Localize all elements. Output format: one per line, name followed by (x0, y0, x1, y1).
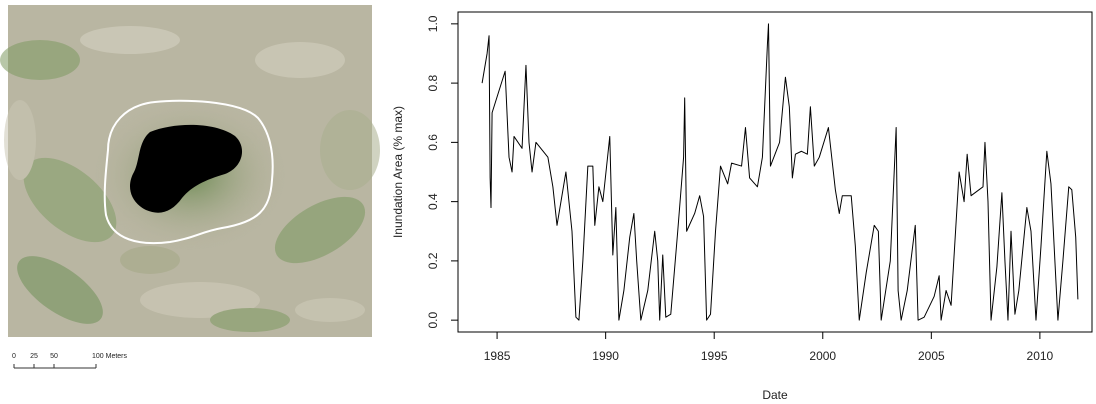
x-tick-label: 1985 (484, 349, 511, 363)
x-tick-label: 2010 (1027, 349, 1054, 363)
y-tick-label: 0.4 (426, 193, 440, 210)
y-tick-label: 1.0 (426, 15, 440, 32)
satellite-image (0, 5, 380, 337)
x-tick-label: 2000 (809, 349, 836, 363)
lake (130, 124, 243, 213)
data-line (481, 23, 1079, 321)
plot-box (457, 11, 1093, 333)
x-tick-label: 1995 (701, 349, 728, 363)
scale-bar: 0 25 50 100 Meters (12, 353, 128, 369)
y-tick-label: 0.2 (426, 252, 440, 269)
x-tick-label: 2005 (918, 349, 945, 363)
scale-label: 50 (50, 353, 58, 360)
y-axis-label: Inundation Area (% max) (391, 106, 405, 238)
x-tick-label: 1990 (592, 349, 619, 363)
y-tick-label: 0.6 (426, 134, 440, 151)
scale-label: 100 Meters (92, 353, 128, 360)
x-axis-label: Date (762, 388, 788, 402)
scale-label: 0 (12, 353, 16, 360)
buffer-outline (103, 99, 274, 245)
scale-label: 25 (30, 353, 38, 360)
y-tick-label: 0.8 (426, 74, 440, 91)
terrain-texture (0, 26, 380, 332)
y-tick-label: 0.0 (426, 311, 440, 328)
